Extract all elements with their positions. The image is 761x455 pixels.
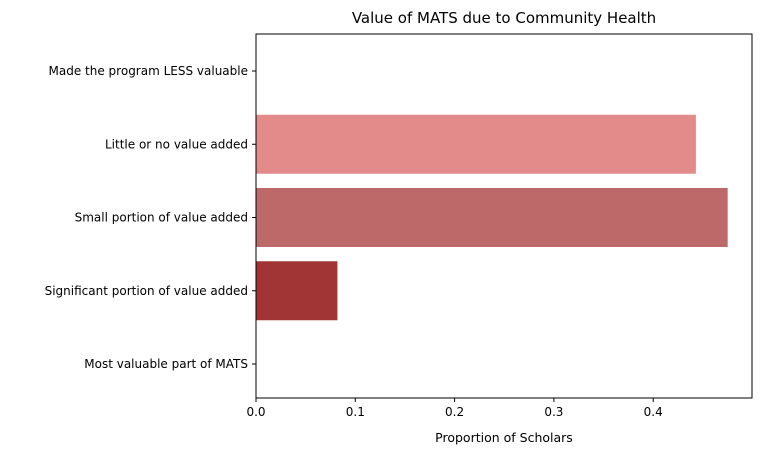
x-axis-label: Proportion of Scholars [435,430,573,445]
y-tick-label: Most valuable part of MATS [84,357,248,371]
bar-3 [256,261,338,321]
y-tick-label: Made the program LESS valuable [49,64,248,78]
x-tick-label: 0.2 [445,405,464,419]
y-axis-ticks: Made the program LESS valuable Little or … [45,64,256,371]
x-tick-label: 0.4 [644,405,663,419]
plot-frame [255,33,753,399]
y-tick-label: Little or no value added [105,137,248,151]
x-tick-label: 0.1 [346,405,365,419]
y-tick-label: Small portion of value added [75,211,248,225]
x-axis-ticks: 0.0 0.1 0.2 0.3 0.4 [246,398,663,419]
chart-title: Value of MATS due to Community Health [352,9,656,27]
bar-1 [256,114,696,174]
y-tick-label: Significant portion of value added [45,284,248,298]
x-tick-label: 0.0 [246,405,265,419]
x-tick-label: 0.3 [544,405,563,419]
bars-group [256,114,728,321]
bar-2 [256,188,728,247]
